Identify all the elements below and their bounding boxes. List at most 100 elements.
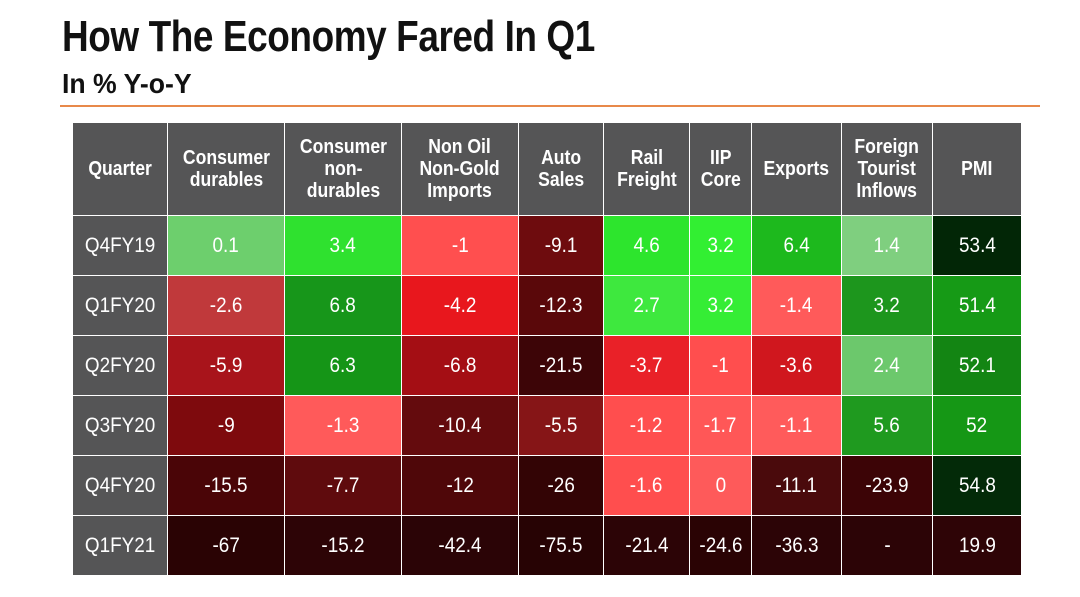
column-header: Consumer non- durables xyxy=(284,122,402,216)
header-corner: Quarter xyxy=(72,122,168,216)
cell-value: -1 xyxy=(712,353,729,377)
heatmap-cell: 6.8 xyxy=(284,275,402,336)
heatmap-cell: 6.3 xyxy=(284,335,402,396)
cell-value: 3.2 xyxy=(707,233,734,257)
heatmap-cell: -26 xyxy=(518,455,604,516)
cell-value: -1.6 xyxy=(630,473,663,497)
heatmap-cell: -24.6 xyxy=(689,515,752,576)
row-label: Q3FY20 xyxy=(72,395,168,456)
column-header-label: Consumer non- durables xyxy=(299,136,387,202)
page-subtitle: In % Y-o-Y xyxy=(62,68,192,99)
heatmap-cell: 3.2 xyxy=(689,215,752,276)
cell-value: -26 xyxy=(547,473,575,497)
cell-value: -21.4 xyxy=(624,533,669,557)
table-row: Q2FY20 -5.9 6.3 -6.8 -21.5 -3.7 -1 -3.6 2.4 52.1 xyxy=(72,335,1022,396)
heatmap-cell: -1.2 xyxy=(603,395,690,456)
cell-value: -1 xyxy=(451,233,469,257)
table-row: Q3FY20 -9 -1.3 -10.4 -5.5 -1.2 -1.7 -1.1 5.6 52 xyxy=(72,395,1022,456)
cell-value: 3.2 xyxy=(873,293,901,317)
heatmap-cell: 51.4 xyxy=(932,275,1022,336)
heatmap-cell: -6.8 xyxy=(401,335,519,396)
cell-value: 3.2 xyxy=(707,293,734,317)
heatmap-cell: 19.9 xyxy=(932,515,1022,576)
heatmap-cell: -67 xyxy=(167,515,285,576)
heatmap-cell: -1.7 xyxy=(689,395,752,456)
cell-value: 54.8 xyxy=(958,473,996,497)
heatmap-cell: 1.4 xyxy=(841,215,933,276)
heatmap-cell: 0 xyxy=(689,455,752,516)
heatmap-cell: -1.1 xyxy=(751,395,842,456)
cell-value: -5.5 xyxy=(544,413,578,437)
cell-value: -1.7 xyxy=(704,413,737,437)
cell-value: -11.1 xyxy=(775,473,818,497)
column-header: PMI xyxy=(932,122,1022,216)
heatmap-cell: -3.6 xyxy=(751,335,842,396)
cell-value: 4.6 xyxy=(633,233,660,257)
cell-value: -7.7 xyxy=(326,473,360,497)
heatmap-body: Q4FY19 0.1 3.4 -1 -9.1 4.6 3.2 6.4 1.4 53.4 Q1FY20… xyxy=(72,215,1022,576)
cell-value: 2.4 xyxy=(873,353,901,377)
heatmap-cell: 5.6 xyxy=(841,395,933,456)
cell-value: 6.3 xyxy=(329,353,357,377)
cell-value: -3.7 xyxy=(630,353,663,377)
cell-value: - xyxy=(883,533,891,557)
heatmap-cell: 0.1 xyxy=(167,215,285,276)
cell-value: -4.2 xyxy=(443,293,477,317)
column-header: Rail Freight xyxy=(603,122,690,216)
row-label: Q1FY21 xyxy=(72,515,168,576)
cell-value: -12.3 xyxy=(539,293,583,317)
row-label: Q2FY20 xyxy=(72,335,168,396)
page-title: How The Economy Fared In Q1 xyxy=(62,12,595,61)
cell-value: -36.3 xyxy=(774,533,819,557)
cell-value: 6.4 xyxy=(783,233,810,257)
row-label: Q1FY20 xyxy=(72,275,168,336)
heatmap-cell: -12.3 xyxy=(518,275,604,336)
cell-value: -23.9 xyxy=(865,473,909,497)
cell-value: -15.2 xyxy=(321,533,365,557)
cell-value: 52.1 xyxy=(958,353,996,377)
heatmap-cell: 53.4 xyxy=(932,215,1022,276)
cell-value: -75.5 xyxy=(539,533,583,557)
cell-value: -1.1 xyxy=(780,413,813,437)
heatmap-cell: 2.7 xyxy=(603,275,690,336)
column-header: Auto Sales xyxy=(518,122,604,216)
heatmap-cell: -23.9 xyxy=(841,455,933,516)
heatmap-cell: -1.4 xyxy=(751,275,842,336)
cell-value: -42.4 xyxy=(438,533,482,557)
heatmap-cell: 6.4 xyxy=(751,215,842,276)
cell-value: -1.2 xyxy=(630,413,663,437)
cell-value: -1.3 xyxy=(326,413,360,437)
header-row: Quarter Consumer durables Consumer non- d… xyxy=(72,122,1022,216)
cell-value: 0.1 xyxy=(212,233,240,257)
heatmap-cell: -75.5 xyxy=(518,515,604,576)
heatmap-cell: -2.6 xyxy=(167,275,285,336)
column-header: Non Oil Non-Gold Imports xyxy=(401,122,519,216)
cell-value: -2.6 xyxy=(209,293,243,317)
heatmap-cell: -1.3 xyxy=(284,395,402,456)
table-row: Q4FY20 -15.5 -7.7 -12 -26 -1.6 0 -11.1 -23.9 54.8 xyxy=(72,455,1022,516)
heatmap-cell: -7.7 xyxy=(284,455,402,516)
table-row: Q1FY21 -67 -15.2 -42.4 -75.5 -21.4 -24.6 -36.3 -… xyxy=(72,515,1022,576)
cell-value: 5.6 xyxy=(873,413,901,437)
row-label: Q4FY19 xyxy=(72,215,168,276)
cell-value: -21.5 xyxy=(539,353,583,377)
heatmap-cell: 3.4 xyxy=(284,215,402,276)
heatmap-cell: 52 xyxy=(932,395,1022,456)
heatmap-cell: -21.5 xyxy=(518,335,604,396)
column-header: IIP Core xyxy=(689,122,752,216)
heatmap-cell: -4.2 xyxy=(401,275,519,336)
heatmap-cell: -9 xyxy=(167,395,285,456)
heatmap-cell: -12 xyxy=(401,455,519,516)
column-header-label: Foreign Tourist Inflows xyxy=(854,136,920,202)
heatmap-cell: - xyxy=(841,515,933,576)
heatmap-cell: -21.4 xyxy=(603,515,690,576)
column-header: Consumer durables xyxy=(167,122,285,216)
heatmap-cell: -15.5 xyxy=(167,455,285,516)
cell-value: 2.7 xyxy=(633,293,660,317)
heatmap-cell: -9.1 xyxy=(518,215,604,276)
heatmap-cell: -5.5 xyxy=(518,395,604,456)
cell-value: 1.4 xyxy=(873,233,901,257)
cell-value: -10.4 xyxy=(438,413,482,437)
heatmap-cell: 54.8 xyxy=(932,455,1022,516)
column-header-label: Consumer durables xyxy=(182,147,270,191)
